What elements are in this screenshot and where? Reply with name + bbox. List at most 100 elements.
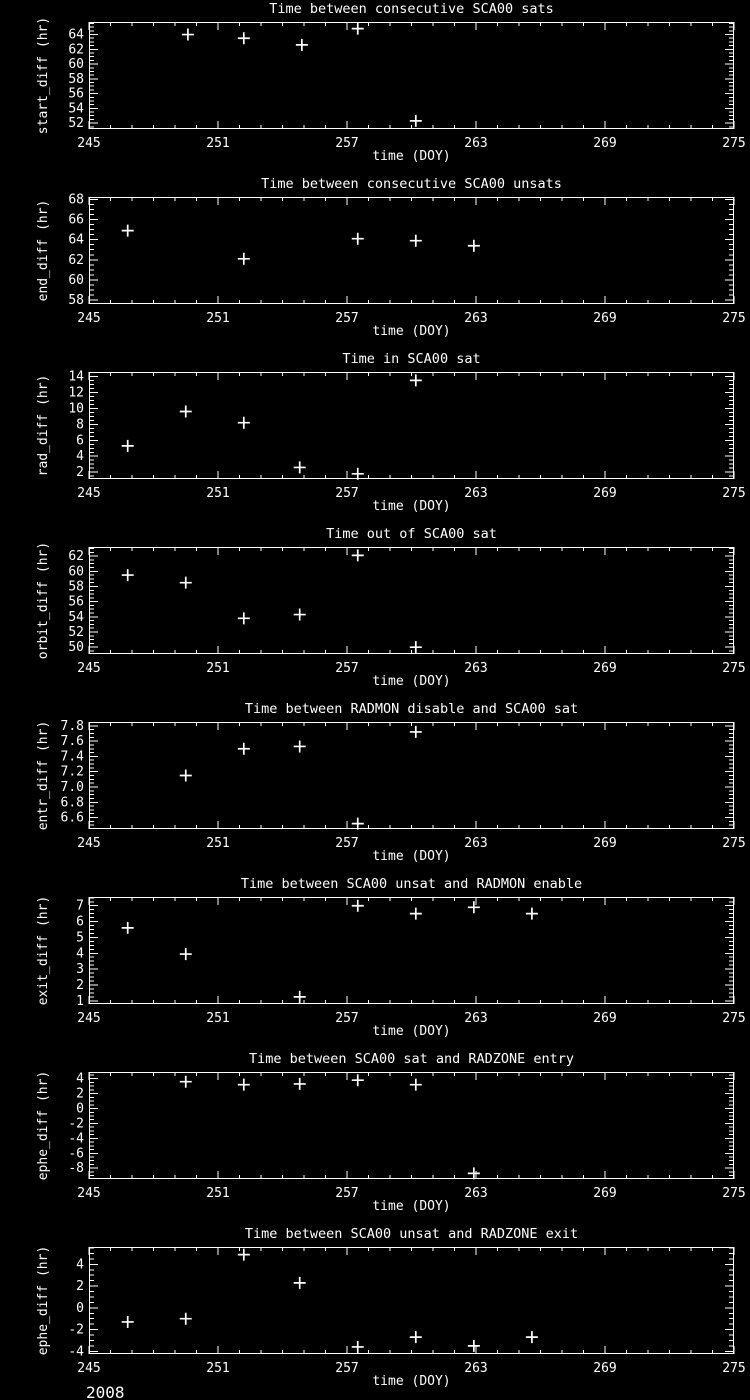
x-axis-label: time (DOY) xyxy=(372,1024,450,1039)
x-tick-label: 275 xyxy=(722,486,745,501)
x-tick-label: 269 xyxy=(593,1011,616,1026)
data-point-marker xyxy=(237,742,250,755)
y-axis-label: orbit_diff (hr) xyxy=(36,542,51,659)
y-tick-label: 58 xyxy=(68,293,84,308)
y-tick-label: 66 xyxy=(68,213,84,228)
data-point-marker xyxy=(351,549,364,562)
x-tick-label: 245 xyxy=(77,136,100,151)
y-tick-label: -8 xyxy=(68,1161,84,1176)
y-tick-label: 62 xyxy=(68,253,84,268)
y-tick-label: 4 xyxy=(76,1257,84,1272)
x-tick-label: 245 xyxy=(77,1186,100,1201)
year-label: 2008 xyxy=(86,1383,125,1400)
y-tick-label: 56 xyxy=(68,87,84,102)
y-tick-label: 10 xyxy=(68,401,84,416)
x-tick-label: 257 xyxy=(335,1361,358,1376)
x-tick-label: 275 xyxy=(722,1011,745,1026)
data-point-marker xyxy=(237,1078,250,1091)
x-tick-label: 245 xyxy=(77,1011,100,1026)
data-point-marker xyxy=(293,1077,306,1090)
data-point-marker xyxy=(351,817,364,830)
y-tick-label: 2 xyxy=(76,1087,84,1102)
plot-border xyxy=(89,22,734,129)
x-tick-label: 263 xyxy=(464,836,487,851)
y-tick-label: 7.8 xyxy=(61,719,84,734)
data-point-marker xyxy=(409,234,422,247)
x-tick-label: 263 xyxy=(464,311,487,326)
y-tick-label: 6.6 xyxy=(61,811,84,826)
y-tick-label: 58 xyxy=(68,72,84,87)
x-tick-label: 245 xyxy=(77,836,100,851)
x-tick-label: 257 xyxy=(335,836,358,851)
x-tick-label: 251 xyxy=(206,136,229,151)
y-tick-label: 7 xyxy=(76,899,84,914)
y-axis-label: start_diff (hr) xyxy=(36,17,51,134)
y-tick-label: 56 xyxy=(68,595,84,610)
plot-panel-3: 245 251 257 263 269 275 2 4 6 8 10 12 14 Time in SCA0… xyxy=(0,350,750,525)
y-tick-label: -6 xyxy=(68,1146,84,1161)
y-axis-label: end_diff (hr) xyxy=(36,200,51,302)
x-tick-label: 257 xyxy=(335,136,358,151)
x-tick-label: 245 xyxy=(77,1361,100,1376)
data-point-marker xyxy=(121,439,134,452)
data-point-marker xyxy=(409,114,422,127)
x-tick-label: 251 xyxy=(206,1361,229,1376)
y-axis-label: ephe_diff (hr) xyxy=(36,1071,51,1181)
data-point-marker xyxy=(293,461,306,474)
data-point-marker xyxy=(351,467,364,480)
x-tick-label: 251 xyxy=(206,1186,229,1201)
x-tick-label: 263 xyxy=(464,1186,487,1201)
plot-border xyxy=(89,1072,734,1179)
data-point-marker xyxy=(351,1340,364,1353)
data-point-marker xyxy=(179,1312,192,1325)
y-tick-label: 54 xyxy=(68,610,84,625)
y-tick-label: 60 xyxy=(68,564,84,579)
x-axis-label: time (DOY) xyxy=(372,499,450,514)
y-tick-label: 64 xyxy=(68,233,84,248)
data-point-marker xyxy=(121,224,134,237)
plot-title: Time out of SCA00 sat xyxy=(326,526,497,542)
x-axis-label: time (DOY) xyxy=(372,324,450,339)
x-tick-label: 269 xyxy=(593,836,616,851)
data-point-marker xyxy=(237,612,250,625)
y-axis-label: rad_diff (hr) xyxy=(36,375,51,477)
plot-border xyxy=(89,372,734,479)
x-axis-label: time (DOY) xyxy=(372,1199,450,1214)
data-point-marker xyxy=(467,239,480,252)
x-tick-label: 275 xyxy=(722,136,745,151)
plot-svg-5: 245 251 257 263 269 275 6.66.87.07.27.47.67.8 T… xyxy=(36,701,746,864)
plot-panel-1: 245 251 257 263 269 275 52 54 56 58 60 62 64 Time bet… xyxy=(0,0,750,175)
plot-panel-6: 245 251 257 263 269 275 1 2 3 4 5 6 7 Time between SC… xyxy=(0,875,750,1050)
x-tick-label: 275 xyxy=(722,661,745,676)
x-tick-label: 275 xyxy=(722,311,745,326)
y-tick-label: 60 xyxy=(68,57,84,72)
plot-title: Time in SCA00 sat xyxy=(342,351,480,367)
data-point-marker xyxy=(179,576,192,589)
data-point-marker xyxy=(237,252,250,265)
data-point-marker xyxy=(293,740,306,753)
y-tick-label: 4 xyxy=(76,449,84,464)
data-point-marker xyxy=(351,232,364,245)
x-tick-label: 275 xyxy=(722,1361,745,1376)
x-tick-label: 275 xyxy=(722,1186,745,1201)
data-point-marker xyxy=(409,641,422,654)
plot-title: Time between RADMON disable and SCA00 sa… xyxy=(245,701,578,717)
y-tick-label: 62 xyxy=(68,42,84,57)
data-point-marker xyxy=(179,769,192,782)
y-tick-label: 4 xyxy=(76,1072,84,1087)
x-tick-label: 263 xyxy=(464,136,487,151)
y-tick-label: 12 xyxy=(68,385,84,400)
data-point-marker xyxy=(121,569,134,582)
plot-panel-5: 245 251 257 263 269 275 6.6 6.8 7.0 7.2 7.4 7.6 7.8 T… xyxy=(0,700,750,875)
data-point-marker xyxy=(179,1075,192,1088)
x-tick-label: 257 xyxy=(335,311,358,326)
y-tick-label: 5 xyxy=(76,930,84,945)
data-point-marker xyxy=(237,1248,250,1261)
y-tick-label: -4 xyxy=(68,1344,84,1359)
y-tick-label: 3 xyxy=(76,962,84,977)
x-tick-label: 269 xyxy=(593,1361,616,1376)
